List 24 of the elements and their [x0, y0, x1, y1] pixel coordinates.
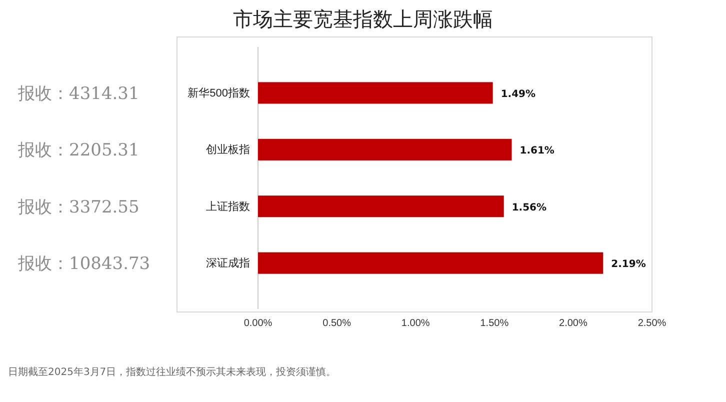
- x-tick-label: 0.50%: [322, 318, 352, 330]
- x-tick-label: 1.00%: [401, 318, 430, 330]
- y-tick-label: 创业板指: [206, 143, 250, 156]
- text: 报收：2205.31: [17, 140, 140, 161]
- y-tick-label: 上证指数: [206, 200, 250, 213]
- bar: [258, 196, 504, 218]
- text: 日期截至2025年3月7日，指数过往业绩不预示其未来表现，投资须谨慎。: [8, 366, 336, 378]
- data-label: 1.61%: [520, 146, 554, 157]
- x-tick-label: 1.50%: [480, 318, 509, 330]
- text: 报收：3372.55: [17, 197, 140, 218]
- x-tick-label: 2.00%: [559, 318, 588, 330]
- data-label: 1.56%: [512, 202, 547, 214]
- x-tick-label: 2.50%: [638, 318, 666, 330]
- text: 报收：4314.31: [17, 84, 140, 104]
- data-label: 2.19%: [611, 259, 646, 270]
- x-tick-label: 0.00%: [244, 318, 272, 330]
- bar: [258, 82, 493, 104]
- y-tick-label: 新华500指数: [188, 86, 250, 100]
- bar: [258, 252, 604, 274]
- y-tick-label: 深证成指: [206, 256, 250, 270]
- data-label: 1.49%: [500, 88, 536, 100]
- text: 报收：10843.73: [17, 254, 150, 274]
- chart-title: 市场主要宽基指数上周涨跌幅: [233, 7, 493, 31]
- bar: [258, 138, 512, 160]
